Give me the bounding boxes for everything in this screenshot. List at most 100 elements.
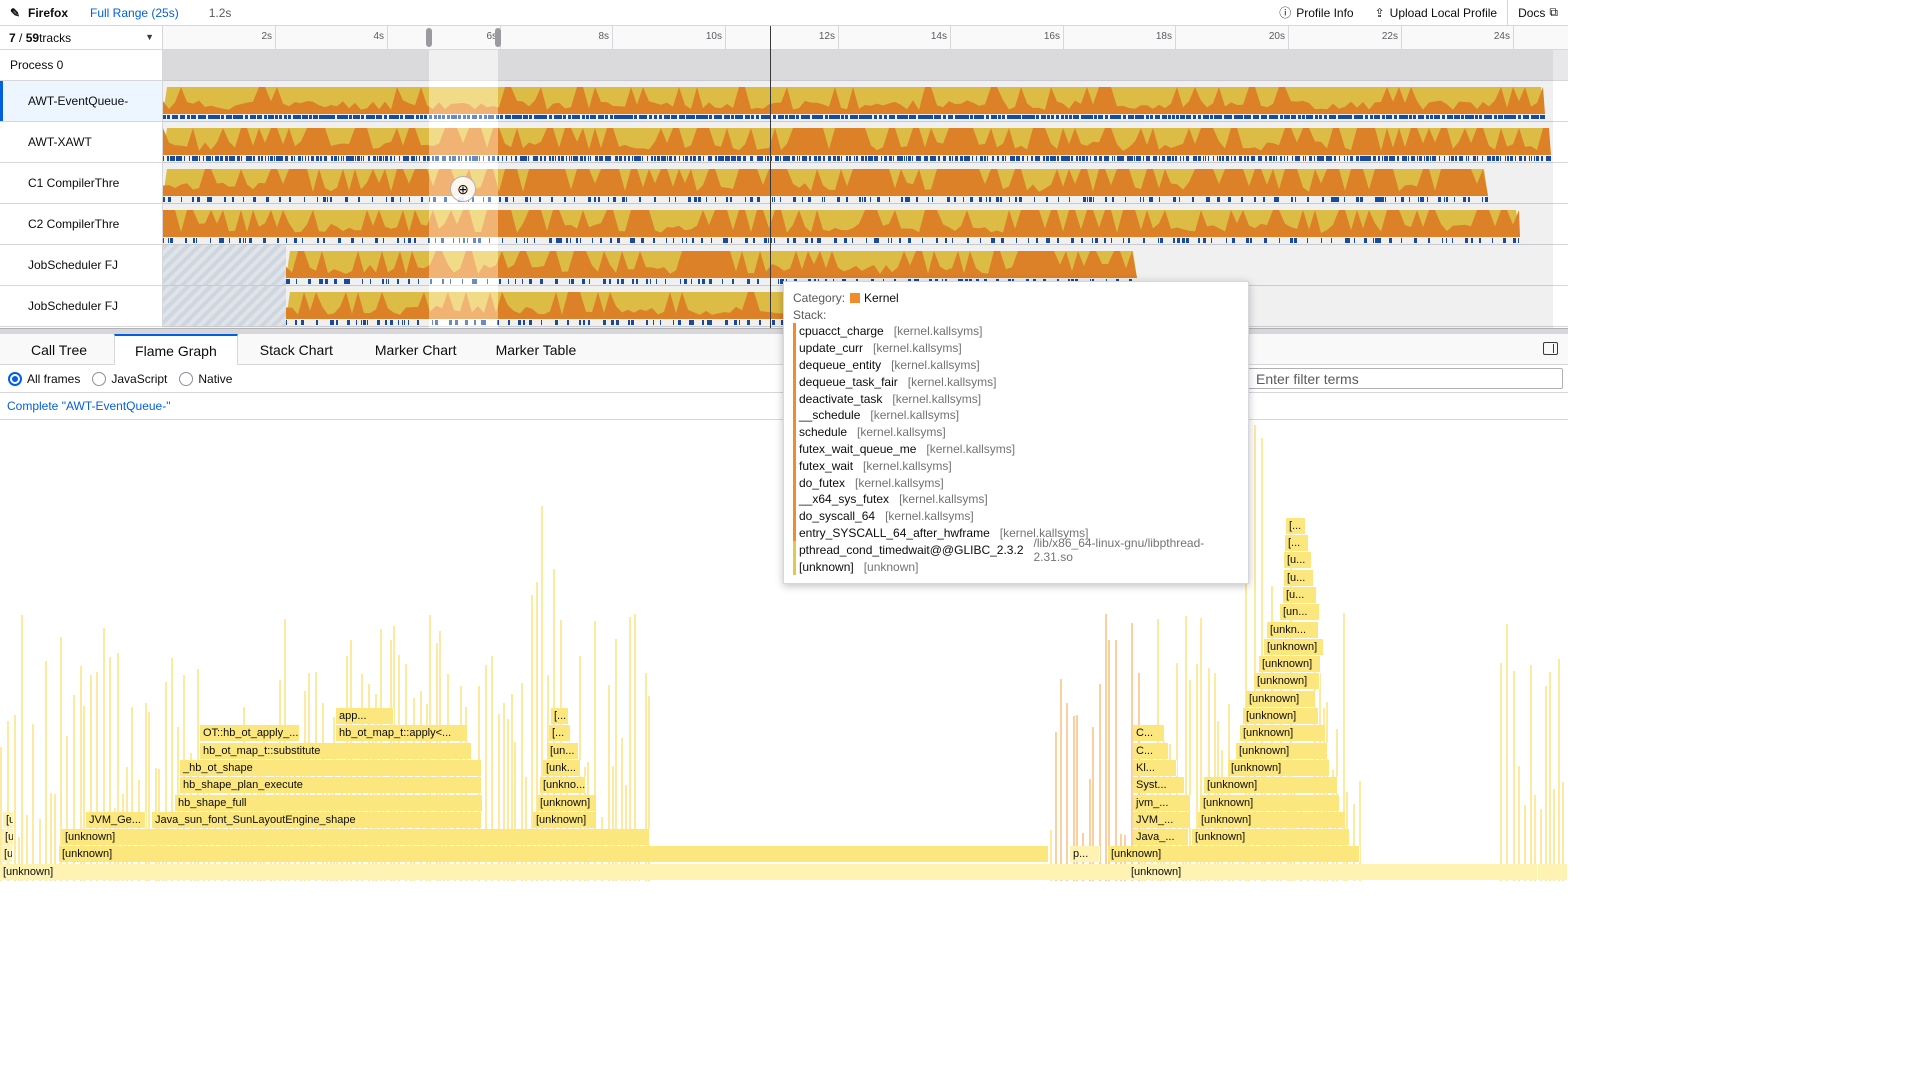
flame-frame[interactable] — [1163, 741, 1165, 881]
flame-frame[interactable] — [629, 617, 631, 881]
flame-frame[interactable] — [594, 621, 596, 881]
flame-frame[interactable]: [unknown] — [1198, 811, 1346, 828]
flame-frame[interactable] — [66, 736, 68, 881]
flame-frame[interactable] — [73, 695, 75, 881]
flame-frame[interactable] — [1099, 684, 1101, 881]
flame-frame[interactable]: [unknown] — [533, 811, 597, 828]
flame-frame[interactable] — [1518, 766, 1520, 881]
flame-frame[interactable] — [1506, 624, 1508, 881]
flame-frame[interactable] — [1200, 618, 1202, 881]
flame-frame[interactable] — [1076, 715, 1078, 881]
flame-frame[interactable]: app... — [336, 708, 394, 724]
flame-frame[interactable] — [1196, 664, 1198, 881]
flame-frame[interactable] — [1558, 659, 1560, 881]
flame-frame[interactable] — [465, 707, 467, 881]
flame-frame[interactable] — [531, 595, 533, 881]
flame-frame[interactable] — [1176, 663, 1178, 881]
track-label[interactable]: AWT-XAWT — [0, 122, 163, 162]
flame-frame[interactable]: hb_shape_plan_execute — [180, 777, 482, 794]
flame-frame[interactable]: [unknown] — [1192, 829, 1350, 846]
flame-frame[interactable]: [u... — [1284, 552, 1312, 569]
flame-frame[interactable] — [1108, 640, 1110, 881]
activity-graph[interactable] — [163, 245, 1553, 285]
track-label[interactable]: JobScheduler FJ — [0, 245, 163, 285]
flame-frame[interactable]: Syst... — [1133, 777, 1185, 794]
flame-frame[interactable] — [148, 712, 150, 881]
flame-frame[interactable] — [1549, 672, 1551, 881]
flame-frame[interactable] — [80, 666, 82, 881]
flame-frame[interactable]: [unknown] — [1243, 708, 1319, 724]
flame-frame[interactable] — [308, 673, 310, 881]
flame-frame[interactable]: OT::hb_ot_apply_... — [200, 725, 300, 742]
flame-frame[interactable]: [unknown] — [62, 829, 650, 846]
flame-frame[interactable]: Kl... — [1133, 759, 1177, 776]
flame-frame[interactable]: [unknown] — [1246, 690, 1316, 707]
flame-frame[interactable] — [0, 747, 2, 881]
flame-frame[interactable] — [171, 658, 173, 881]
zoom-selection-button[interactable]: ⊕ — [450, 176, 476, 202]
activity-graph[interactable] — [163, 81, 1553, 121]
flame-frame[interactable] — [243, 707, 245, 881]
flame-frame[interactable] — [1553, 789, 1555, 881]
flame-frame[interactable] — [645, 673, 647, 881]
track-label[interactable]: AWT-EventQueue- — [0, 81, 163, 121]
flame-frame[interactable] — [1545, 686, 1547, 881]
time-ruler[interactable]: 2s 4s 6s 8s 10s 12s 14s 16s 18s 20s 22s 24s — [163, 26, 1553, 49]
flame-frame[interactable] — [1245, 466, 1247, 881]
flame-frame[interactable] — [45, 661, 47, 881]
flame-frame[interactable] — [1534, 795, 1536, 881]
flame-frame[interactable]: [unknown] — [1236, 742, 1328, 759]
flame-frame[interactable] — [511, 694, 513, 881]
track-label[interactable]: JobScheduler FJ — [0, 286, 163, 326]
flame-frame[interactable] — [1115, 640, 1117, 881]
flame-frame[interactable] — [1092, 727, 1094, 881]
flame-frame[interactable] — [507, 719, 509, 881]
flame-frame[interactable] — [612, 766, 614, 881]
flame-frame[interactable]: JVM_Ge... — [86, 811, 146, 828]
flame-frame[interactable]: hb_shape_full — [175, 794, 483, 811]
flame-frame[interactable]: jvm_... — [1133, 794, 1191, 811]
flame-frame[interactable] — [145, 703, 147, 881]
flame-frame[interactable]: [unknown] — [1228, 759, 1330, 776]
flame-frame[interactable]: [unknown] — [537, 794, 597, 811]
docs-button[interactable]: Docs ⧉ — [1507, 0, 1568, 26]
flame-frame[interactable] — [208, 777, 210, 881]
flame-frame[interactable]: p... — [1070, 846, 1100, 863]
selection-handle-right[interactable] — [495, 28, 501, 47]
flame-frame[interactable] — [1562, 782, 1564, 881]
flame-frame[interactable]: [unknown] — [1240, 725, 1326, 742]
flame-frame[interactable]: [unknown] — [1259, 656, 1321, 673]
track-label[interactable]: C1 CompilerThre — [0, 163, 163, 203]
track-label[interactable]: C2 CompilerThre — [0, 204, 163, 244]
flame-frame[interactable]: [u... — [1283, 586, 1317, 603]
profile-info-button[interactable]: ⓘ Profile Info — [1268, 0, 1363, 26]
flame-frame[interactable]: [unknown] — [59, 846, 1049, 863]
search-input[interactable]: ⚲ Enter filter terms — [1235, 368, 1563, 389]
thread-track[interactable]: AWT-EventQueue- — [0, 81, 1568, 122]
flame-frame[interactable]: C... — [1133, 742, 1169, 759]
flame-frame[interactable]: [u... — [1284, 569, 1314, 586]
flame-frame[interactable]: [unknown] — [1128, 863, 1538, 880]
thread-track[interactable]: C2 CompilerThre — [0, 204, 1568, 245]
flame-frame[interactable] — [514, 742, 516, 881]
flame-frame[interactable] — [109, 657, 111, 881]
flame-frame[interactable]: hb_ot_map_t::apply<... — [336, 725, 468, 742]
flame-frame[interactable]: _hb_ot_shape — [180, 759, 482, 776]
flame-frame[interactable] — [1500, 663, 1502, 881]
flame-frame[interactable] — [1353, 804, 1355, 881]
flame-frame[interactable]: [u... — [3, 811, 14, 828]
flame-frame[interactable] — [14, 715, 16, 881]
track-count-button[interactable]: 7 / 59 tracks ▼ — [0, 26, 163, 49]
flame-frame[interactable] — [26, 815, 28, 881]
activity-graph[interactable] — [163, 122, 1553, 162]
flame-frame[interactable] — [521, 683, 523, 881]
flame-frame[interactable] — [32, 724, 34, 881]
flame-frame[interactable] — [96, 672, 98, 881]
flame-frame[interactable] — [634, 614, 636, 881]
flame-frame[interactable]: [un... — [547, 742, 579, 759]
flame-frame[interactable] — [1524, 805, 1526, 881]
flame-frame[interactable]: [unkn... — [2, 829, 14, 846]
flame-frame[interactable] — [1089, 779, 1091, 881]
profile-name-button[interactable]: ✎ Firefox — [0, 6, 68, 20]
sidebar-toggle-icon[interactable] — [1543, 342, 1558, 355]
